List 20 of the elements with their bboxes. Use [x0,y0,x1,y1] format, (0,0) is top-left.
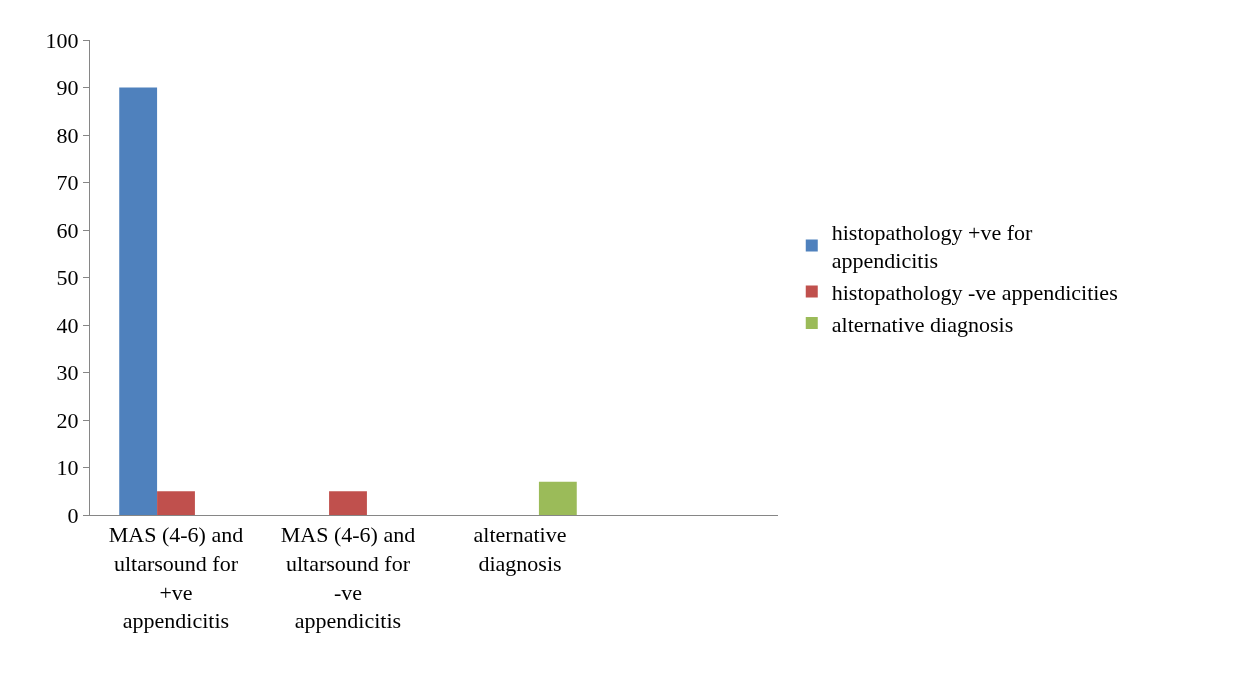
y-tick-label: 60 [56,217,79,243]
bar [119,87,158,515]
y-tick-label: 100 [45,27,79,53]
legend-label: histopathology -ve appendicities [831,280,1118,306]
bar [538,481,577,515]
y-tick-label: 0 [67,502,79,528]
y-tick-label: 70 [56,170,79,196]
x-tick-label: MAS (4-6) and ultarsound for -ve appendicitis [280,522,416,634]
y-tick-label: 40 [56,312,79,338]
x-tick-label: MAS (4-6) and ultarsound for +ve appendicitis [108,522,244,634]
y-tick-label: 80 [56,122,79,148]
bar [329,491,367,515]
y-tick-label: 50 [56,265,79,291]
y-tick-label: 30 [56,360,79,386]
y-tick-label: 90 [56,75,79,101]
bar [157,491,195,515]
legend-label: alternative diagnosis [831,311,1014,337]
x-tick-label: alternative diagnosis [473,522,567,576]
y-tick-label: 20 [56,407,79,433]
y-tick-label: 10 [56,455,79,481]
